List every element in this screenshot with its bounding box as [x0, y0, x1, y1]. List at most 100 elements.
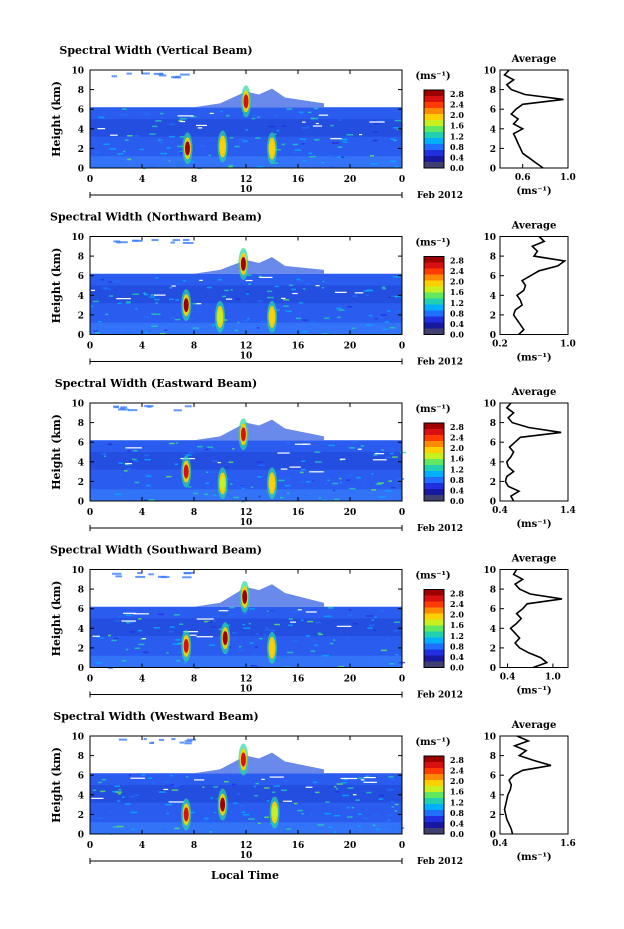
colorbar-segment: [424, 768, 444, 775]
heatmap-speck: [375, 317, 378, 320]
heatmap-speck: [392, 456, 398, 458]
profile-y-tick-label: 10: [483, 566, 496, 576]
colorbar-tick-label: 0.8: [450, 475, 464, 485]
heatmap-low-band: [90, 822, 402, 834]
panel-3: Spectral Width (Eastward Beam) 0 2 4 6 8 10 Hei…: [50, 377, 576, 534]
heatmap-speck: [303, 288, 306, 290]
heatmap-speck: [204, 820, 208, 822]
heatmap-speck: [343, 778, 348, 781]
heatmap-speck: [143, 113, 151, 115]
heatmap-gap: [363, 776, 376, 779]
heatmap-low-band: [90, 655, 402, 668]
heatmap-speck: [335, 788, 339, 790]
heatmap-speck: [276, 129, 280, 132]
heatmap-speck: [129, 795, 135, 798]
heatmap-speck: [301, 468, 306, 471]
heatmap-speck: [204, 620, 211, 623]
heatmap-speck: [381, 286, 386, 289]
heatmap-speck: [281, 789, 288, 792]
heatmap-mid-band: [90, 785, 402, 803]
heatmap-speck: [358, 777, 363, 779]
y-tick-label: 6: [78, 106, 84, 116]
y-tick-label: 0: [78, 331, 84, 341]
heatmap-speck: [314, 139, 320, 141]
profile-y-tick-label: 6: [490, 106, 496, 116]
heatmap-high-speck: [184, 405, 192, 408]
heatmap-speck: [189, 811, 195, 814]
heatmap-speck: [346, 134, 354, 136]
heatmap-high-speck: [118, 738, 128, 741]
heatmap-speck: [347, 474, 351, 477]
heatmap-gap: [374, 453, 385, 455]
heatmap-speck: [232, 783, 237, 786]
heatmap-gap: [133, 613, 149, 615]
heatmap-speck: [178, 609, 181, 612]
heatmap-speck: [128, 774, 132, 777]
heatmap-speck: [211, 448, 216, 450]
colorbar-tick-label: 2.0: [450, 610, 464, 620]
heatmap-gap: [116, 298, 131, 300]
heatmap-high-speck: [182, 576, 192, 579]
colorbar-segment: [424, 607, 444, 614]
heatmap-gap: [90, 289, 95, 291]
profile-line: [512, 235, 567, 336]
heatmap-speck: [213, 786, 219, 788]
heatmap-gap: [168, 801, 185, 803]
heatmap-speck: [242, 814, 250, 816]
heatmap-speck: [288, 618, 293, 620]
heatmap-high-speck: [112, 572, 122, 575]
heatmap-speck: [224, 780, 229, 783]
profile-x-tick-label: 1.0: [560, 340, 576, 350]
colorbar-segment: [424, 762, 444, 769]
heatmap-gap: [121, 620, 136, 622]
heatmap-speck: [176, 152, 180, 154]
heatmap-high-speck: [126, 72, 132, 75]
heatmap-speck: [248, 622, 251, 625]
heatmap-speck: [98, 116, 105, 119]
heatmap-gap: [289, 466, 301, 468]
heatmap-high-speck: [182, 241, 194, 244]
heatmap-speck: [273, 162, 278, 164]
colorbar-segment: [424, 495, 444, 502]
heatmap-speck: [299, 138, 307, 140]
date-label: Feb 2012: [417, 691, 463, 701]
profile-frame: [499, 735, 569, 835]
heatmap-speck: [324, 317, 330, 320]
heatmap-speck: [154, 298, 160, 301]
hotspot-core: [183, 807, 189, 822]
heatmap-speck: [313, 107, 319, 110]
heatmap-speck: [362, 817, 367, 819]
heatmap-speck: [134, 481, 140, 484]
heatmap-speck: [166, 812, 169, 815]
heatmap-speck: [137, 629, 143, 632]
heatmap-speck: [242, 319, 249, 322]
heatmap-speck: [318, 633, 323, 636]
heatmap-high-speck: [116, 241, 121, 244]
heatmap-gap: [372, 459, 387, 461]
x-tick-label: 16: [292, 841, 305, 851]
heatmap-low-band: [90, 156, 402, 168]
colorbar-tick-label: 0.8: [450, 641, 464, 651]
heatmap-speck: [301, 460, 306, 462]
heatmap-speck: [112, 790, 119, 793]
hotspot-core: [183, 298, 189, 313]
heatmap-speck: [117, 153, 124, 155]
heatmap-speck: [322, 654, 329, 657]
heatmap-speck: [337, 146, 343, 148]
heatmap-speck: [286, 828, 292, 830]
heatmap-speck: [117, 800, 121, 802]
heatmap-speck: [387, 789, 394, 791]
heatmap-speck: [370, 154, 375, 157]
heatmap-mid-band: [90, 452, 402, 470]
profile-line: [504, 402, 562, 502]
x-tick-label: 8: [191, 508, 197, 518]
heatmap-speck: [163, 781, 170, 783]
panel-4: Spectral Width (Southward Beam) 0 2 4 6 8 10 He…: [50, 544, 569, 701]
heatmap-speck: [125, 614, 132, 617]
heatmap-speck: [121, 108, 127, 110]
colorbar-segment: [424, 798, 444, 805]
profile-title: Average: [511, 387, 557, 398]
heatmap-speck: [225, 478, 231, 480]
heatmap-field: [90, 738, 405, 835]
heatmap-speck: [388, 825, 396, 828]
